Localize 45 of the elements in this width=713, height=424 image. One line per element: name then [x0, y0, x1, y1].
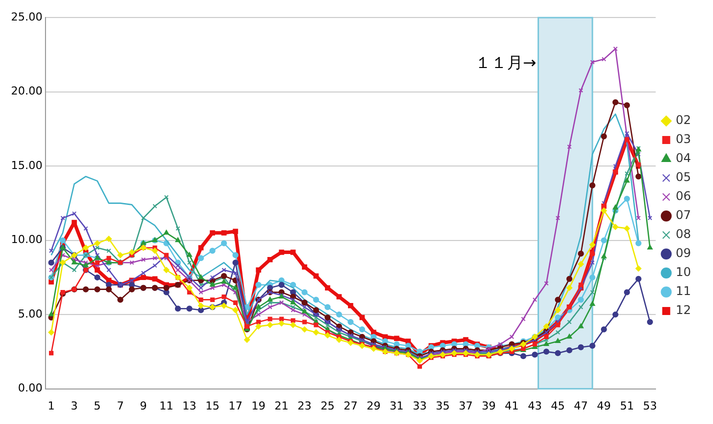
x-tick-label: 25 [320, 399, 335, 412]
x-tick-label: 27 [344, 399, 358, 412]
y-tick-label: 15.00 [10, 158, 42, 172]
x-tick-label: 13 [182, 399, 196, 412]
legend-label: 12 [676, 303, 692, 318]
x-tick-label: 9 [140, 399, 147, 412]
legend-label: 05 [676, 170, 692, 184]
x-tick-label: 35 [436, 399, 450, 412]
x-tick-label: 47 [574, 399, 588, 412]
legend-label: 03 [676, 132, 692, 146]
x-tick-label: 39 [482, 399, 496, 412]
legend-label: 10 [676, 265, 692, 280]
x-tick-label: 15 [205, 399, 220, 412]
legend-label: 11 [676, 284, 692, 298]
x-tick-label: 33 [412, 399, 427, 412]
x-tick-label: 17 [228, 399, 242, 412]
x-tick-label: 49 [596, 399, 611, 412]
x-tick-label: 51 [620, 399, 634, 412]
y-tick-label: 10.00 [10, 233, 42, 246]
y-tick-label: 20.00 [10, 84, 42, 98]
x-tick-label: 21 [274, 399, 289, 412]
legend-label: 09 [676, 246, 692, 260]
x-tick-label: 5 [94, 399, 101, 412]
y-tick-label: 25.00 [10, 10, 42, 24]
x-tick-label: 3 [70, 399, 78, 412]
x-tick-label: 41 [504, 399, 519, 412]
x-tick-label: 11 [159, 399, 174, 412]
x-tick-label: 45 [550, 399, 565, 412]
band-label: １１月→ [474, 52, 536, 72]
x-tick-label: 53 [642, 399, 657, 412]
x-tick-label: 1 [48, 399, 55, 412]
x-tick-label: 31 [390, 399, 404, 412]
legend-label: 02 [676, 113, 692, 128]
x-tick-label: 29 [366, 399, 381, 412]
legend-label: 07 [676, 208, 692, 222]
y-tick-label: 0.00 [18, 382, 42, 395]
legend-label: 06 [676, 189, 692, 204]
x-tick-label: 43 [528, 399, 542, 412]
y-tick-label: 5.00 [18, 307, 42, 320]
x-tick-label: 23 [298, 399, 312, 412]
x-tick-label: 7 [116, 399, 124, 412]
legend-label: 04 [676, 151, 692, 166]
x-tick-label: 37 [458, 399, 473, 412]
x-tick-label: 19 [252, 399, 266, 412]
legend-label: 08 [676, 227, 692, 242]
